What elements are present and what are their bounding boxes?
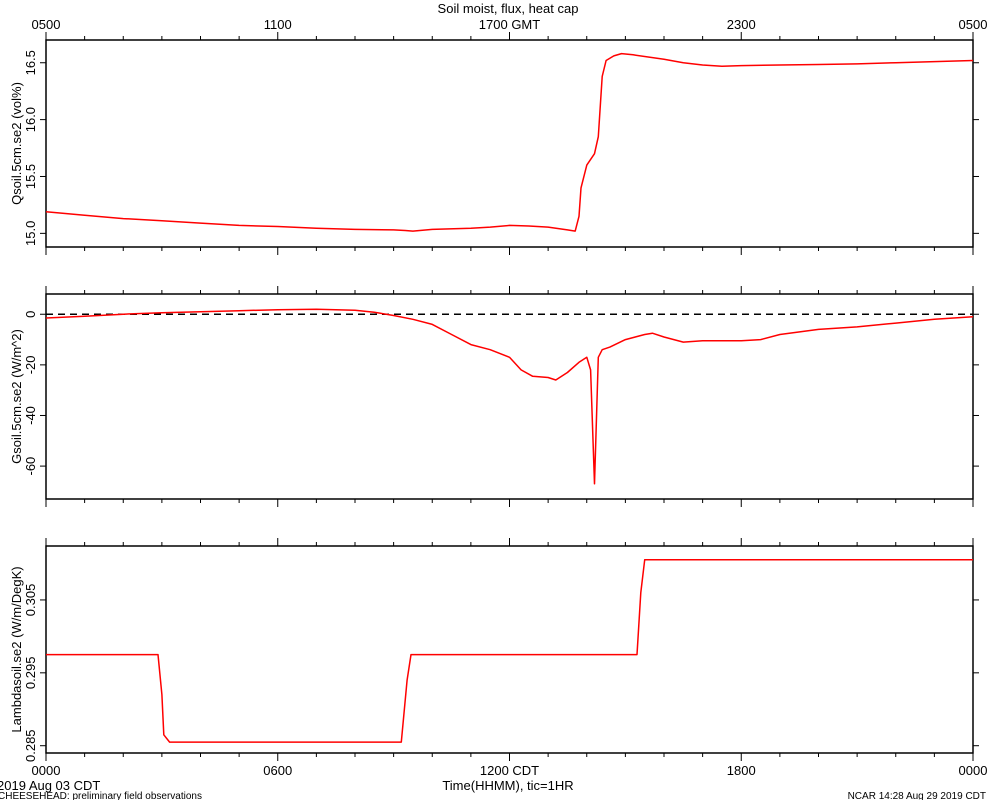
x-top-tick-label: 2300 [727, 17, 756, 32]
y-tick-label: 0.285 [23, 729, 38, 762]
x-top-tick-label: 1700 GMT [479, 17, 540, 32]
y-tick-label: 16.5 [23, 50, 38, 75]
x-top-tick-label: 0500 [32, 17, 61, 32]
series-line [45, 52, 974, 232]
x-top-tick-label: 0500 [959, 17, 988, 32]
y-tick-label: -60 [23, 457, 38, 476]
chart-title: Soil moist, flux, heat cap [438, 1, 579, 16]
y-axis-label: Gsoil.5cm.se2 (W/m^2) [9, 329, 24, 464]
panel-frame [45, 545, 974, 754]
y-tick-label: 15.0 [23, 221, 38, 246]
series-line [46, 559, 973, 743]
panel-1: 15.0 15.5 16.0 16.5 Qsoil.5cm.se2 (vol%) [9, 32, 979, 255]
y-tick-label: 16.0 [23, 107, 38, 132]
x-bottom-tick-label: 0600 [263, 763, 292, 778]
y-tick-label: 0 [23, 311, 38, 318]
y-tick-label: 0.305 [23, 584, 38, 617]
x-top-tick-label: 1100 [264, 17, 292, 32]
x-bottom-tick-label: 0000 [959, 763, 988, 778]
x-bottom-tick-label: 1200 CDT [480, 763, 539, 778]
x-bottom-tick-label: 0000 [32, 763, 61, 778]
panel-frame [45, 293, 974, 500]
y-tick-label: 15.5 [23, 164, 38, 189]
y-axis-label: Qsoil.5cm.se2 (vol%) [9, 82, 24, 205]
series-line [45, 308, 974, 485]
y-axis-label: Lambdasoil.se2 (W/m/DegK) [9, 566, 24, 732]
panel-frame [45, 39, 974, 248]
x-bottom-tick-label: 1800 [727, 763, 756, 778]
start-date-label: 2019 Aug 03 CDT [0, 778, 100, 793]
x-axis-label: Time(HHMM), tic=1HR [442, 778, 573, 793]
y-tick-label: -20 [23, 355, 38, 374]
y-tick-label: 0.295 [23, 657, 38, 690]
y-tick-label: -40 [23, 406, 38, 425]
ncar-stamp: NCAR 14:28 Aug 29 2019 CDT [848, 791, 986, 800]
project-note: CHEESEHEAD: preliminary field observatio… [0, 791, 202, 800]
